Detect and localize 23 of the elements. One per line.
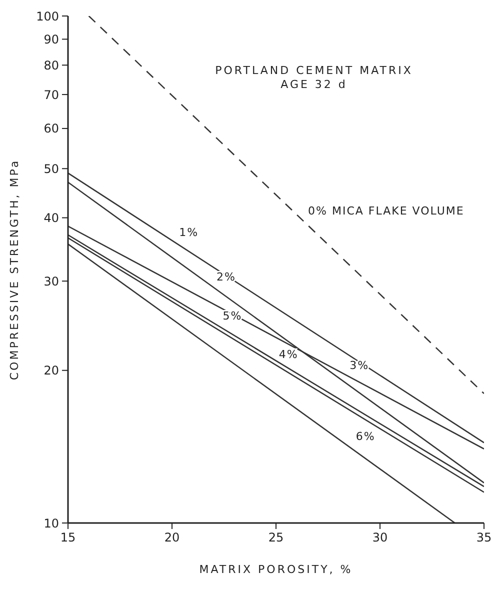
y-tick-label: 30: [44, 274, 59, 288]
annotation: 1%: [179, 226, 199, 240]
x-tick-label: 25: [268, 530, 284, 545]
text: AGE 32 d: [280, 78, 348, 92]
annotation: 4%: [278, 348, 298, 361]
x-tick-label: 15: [60, 530, 76, 545]
y-tick-label: 70: [44, 88, 59, 102]
annotation: 6%: [356, 430, 376, 443]
y-tick-label: 50: [44, 162, 59, 176]
y-tick-label: 40: [44, 211, 59, 226]
x-axis-title: MATRIX POROSITY, %: [199, 563, 353, 576]
annotation: 0% MICA FLAKE VOLUME: [308, 204, 464, 218]
y-tick-label: 100: [36, 9, 59, 24]
y-tick-label: 20: [44, 364, 59, 378]
y-tick-label: 10: [44, 516, 59, 530]
x-tick-label: 20: [164, 530, 180, 545]
x-tick-label: 30: [372, 530, 388, 545]
y-axis-title: COMPRESSIVE STRENGTH, MPa: [8, 158, 21, 380]
y-tick-label: 60: [44, 122, 59, 136]
x-tick-label: 35: [476, 530, 492, 545]
y-tick-label: 80: [44, 58, 59, 72]
text: PORTLAND CEMENT MATRIX: [214, 64, 414, 78]
y-tick-label: 90: [44, 32, 59, 46]
